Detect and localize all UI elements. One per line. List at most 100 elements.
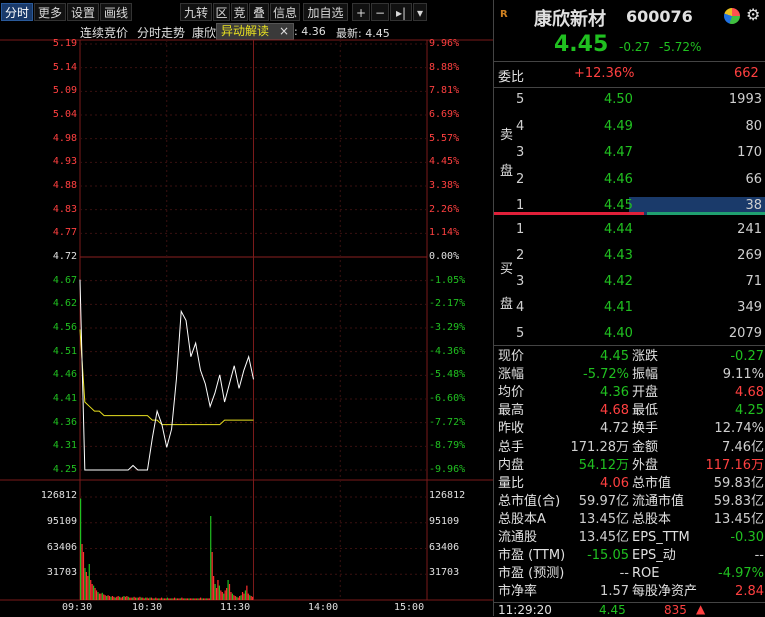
price-tick-label: 4.72: [52, 251, 77, 262]
price-tick-label: 4.25: [52, 464, 77, 475]
stat-value: 4.06: [600, 475, 629, 491]
dropdown-icon[interactable]: ▾: [413, 3, 427, 21]
volume-tick-label: 31703: [46, 567, 77, 579]
add-watchlist-button[interactable]: 加自选: [303, 3, 348, 21]
stat-value: 4.72: [600, 421, 629, 437]
sell-order-row[interactable]: 1 4.45 38: [494, 197, 765, 215]
stat-label: 每股净资产: [632, 584, 698, 600]
order-level: 3: [516, 145, 525, 160]
sell-order-row[interactable]: 5 4.50 1993: [494, 91, 765, 109]
price-tick-label: 4.36: [52, 416, 77, 428]
volume-bar: [146, 597, 148, 600]
stat-label: 均价: [498, 385, 525, 401]
volume-bar: [197, 598, 199, 600]
stat-label: 总市值(合): [498, 493, 561, 509]
volume-bar: [119, 596, 121, 600]
volume-bar: [127, 596, 129, 600]
volume-bar: [220, 590, 222, 600]
pct-tick-label: -4.36%: [429, 345, 466, 357]
up-arrow-icon: ▲: [696, 602, 706, 616]
stat-value: 54.12万: [578, 457, 629, 473]
pct-tick-label: 6.69%: [429, 109, 460, 120]
volume-bar: [84, 568, 86, 600]
order-price: 4.45: [604, 198, 633, 213]
intraday-chart[interactable]: [0, 0, 493, 616]
order-level: 3: [516, 274, 525, 289]
buy-order-row[interactable]: 3 4.42 71: [494, 273, 765, 291]
anomaly-popup[interactable]: 异动解读 ×: [216, 23, 294, 40]
last-trade-time: 11:29:20: [498, 603, 552, 617]
sell-order-row[interactable]: 4 4.49 80: [494, 118, 765, 136]
tab-draw-line[interactable]: 画线: [100, 3, 132, 21]
stat-value: 9.11%: [722, 367, 764, 383]
stat-label: 总股本: [632, 511, 672, 527]
buy-label-2: 盘: [500, 297, 514, 312]
stats-row: 内盘 54.12万 外盘 117.16万: [494, 457, 765, 475]
order-level: 5: [516, 326, 525, 341]
volume-bar: [90, 580, 92, 600]
stat-value: --: [619, 566, 629, 582]
buy-order-row[interactable]: 1 4.44 241: [494, 221, 765, 239]
volume-bar: [93, 585, 95, 600]
last-trade-price: 4.45: [599, 603, 626, 617]
stat-value: 13.45亿: [578, 511, 629, 527]
play-end-icon[interactable]: ▸|: [390, 3, 412, 21]
zoom-out-button[interactable]: −: [371, 3, 389, 21]
die-button[interactable]: 叠: [249, 3, 269, 21]
stock-code: 600076: [626, 7, 693, 26]
buy-order-row[interactable]: 2 4.43 269: [494, 247, 765, 265]
volume-bar: [116, 596, 118, 600]
time-tick-label: 15:00: [394, 602, 425, 613]
volume-bar: [100, 593, 102, 600]
stats-row: 总股本A 13.45亿 总股本 13.45亿: [494, 511, 765, 529]
close-icon[interactable]: ×: [279, 24, 290, 38]
volume-bar: [104, 595, 106, 600]
pct-tick-label: 3.38%: [429, 180, 460, 191]
trend-label: 分时走势: [137, 26, 186, 40]
stat-value: 13.45亿: [713, 511, 764, 527]
price-tick-label: 4.88: [52, 180, 77, 191]
volume-bar: [189, 598, 192, 600]
pie-chart-icon[interactable]: [724, 8, 740, 24]
stat-value: -15.05: [587, 548, 629, 564]
sell-order-row[interactable]: 3 4.47 170: [494, 144, 765, 162]
volume-bar: [208, 598, 210, 600]
volume-bar: [155, 597, 157, 600]
tab-settings[interactable]: 设置: [67, 3, 99, 21]
stat-label: 总手: [498, 439, 525, 455]
tab-more[interactable]: 更多: [34, 3, 66, 21]
buy-order-row[interactable]: 5 4.40 2079: [494, 325, 765, 343]
volume-bar: [168, 598, 170, 600]
stat-value: 12.74%: [714, 421, 764, 437]
price-change-pct: -5.72%: [659, 40, 702, 54]
stats-row: 量比 4.06 总市值 59.83亿: [494, 475, 765, 493]
price-tick-label: 5.14: [52, 61, 77, 73]
jiuzhuan-button[interactable]: 九转: [180, 3, 212, 21]
qu-button[interactable]: 区: [213, 3, 230, 21]
volume-bar: [107, 595, 109, 600]
tab-fenshi[interactable]: 分时: [1, 3, 33, 21]
volume-bars: [80, 498, 254, 600]
gear-icon[interactable]: ⚙: [746, 5, 761, 24]
volume-bar: [247, 593, 249, 600]
stats-row: 涨幅 -5.72% 振幅 9.11%: [494, 366, 765, 384]
stat-label: 总股本A: [498, 511, 546, 527]
stat-label: 流通市值: [632, 493, 685, 509]
sell-order-row[interactable]: 2 4.46 66: [494, 171, 765, 189]
sell-label-1: 卖: [500, 128, 514, 143]
volume-bar: [213, 576, 215, 600]
volume-bar: [80, 498, 82, 600]
volume-bar: [249, 595, 251, 600]
order-volume: 349: [737, 300, 762, 315]
info-button[interactable]: 信息: [270, 3, 300, 21]
price-line: [79, 279, 254, 471]
price-tick-label: 5.04: [52, 109, 77, 120]
volume-bar: [236, 596, 238, 600]
zoom-in-button[interactable]: +: [352, 3, 370, 21]
buy-order-row[interactable]: 4 4.41 349: [494, 299, 765, 317]
order-price: 4.44: [604, 222, 633, 237]
jing-button[interactable]: 竞: [231, 3, 248, 21]
volume-bar: [191, 598, 193, 600]
pct-tick-label: 4.45%: [429, 156, 460, 168]
pct-tick-label: 7.81%: [429, 85, 460, 97]
